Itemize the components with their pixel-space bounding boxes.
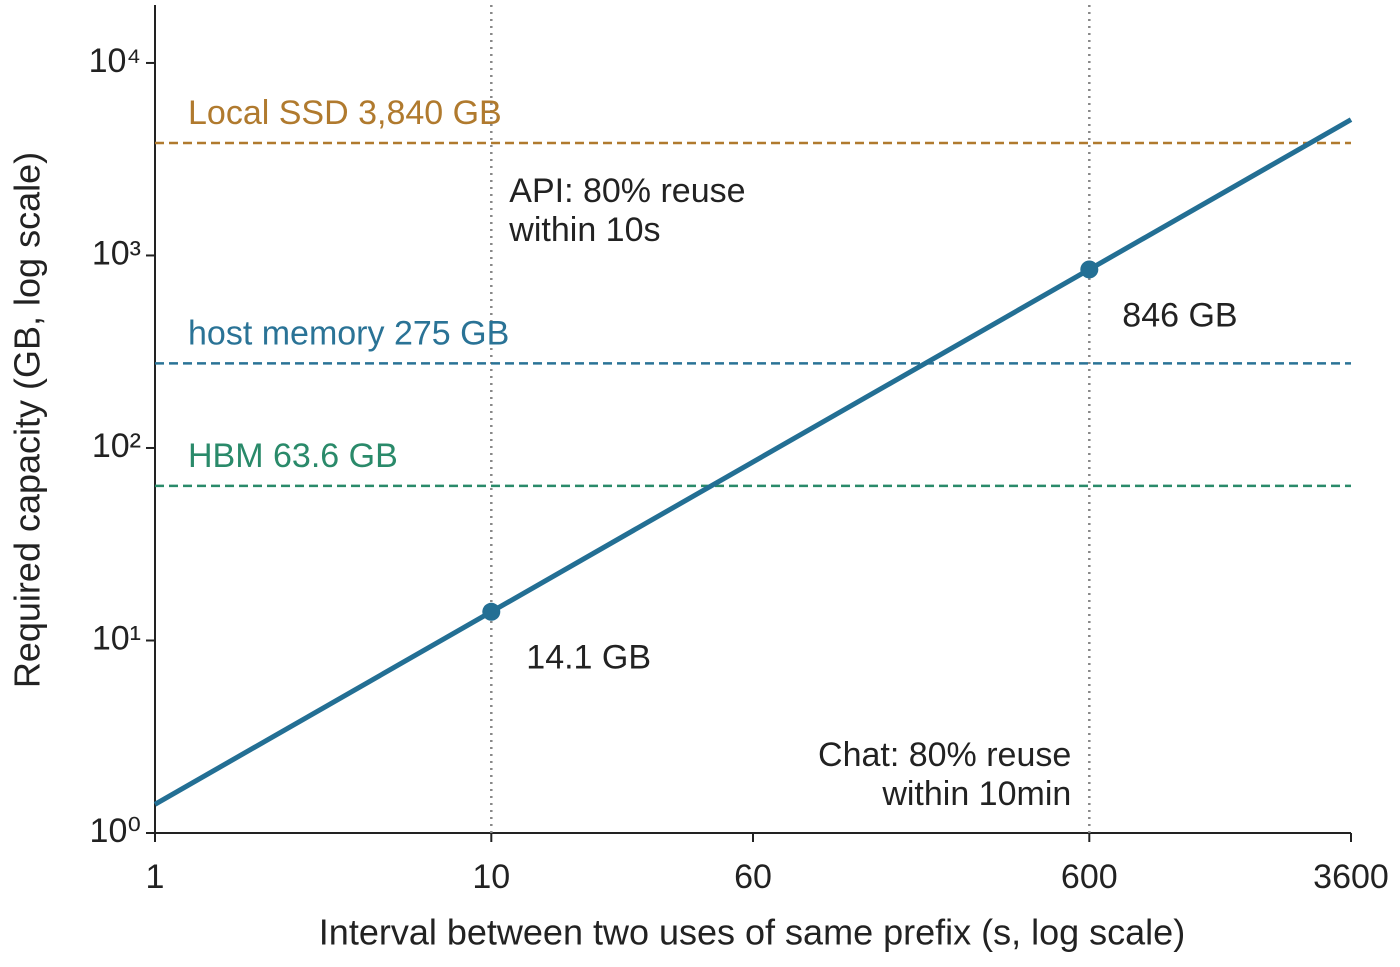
x-tick-label: 10 — [472, 858, 510, 896]
y-tick-label: 10¹ — [92, 619, 141, 657]
point-label: 846 GB — [1122, 296, 1237, 334]
reference-label: Local SSD 3,840 GB — [188, 94, 502, 132]
reference-label: host memory 275 GB — [188, 314, 509, 352]
x-tick-label: 1 — [146, 858, 165, 896]
data-point — [482, 602, 501, 621]
data-point — [1080, 260, 1099, 279]
x-tick-label: 60 — [734, 858, 772, 896]
y-tick-label: 10² — [92, 427, 141, 465]
annotation: within 10min — [881, 775, 1071, 813]
annotation: API: 80% reuse — [509, 172, 745, 210]
y-tick-label: 10⁴ — [89, 42, 141, 80]
y-tick-label: 10⁰ — [90, 812, 141, 850]
annotation: within 10s — [508, 211, 660, 249]
data-line — [153, 117, 1353, 807]
x-tick-label: 600 — [1061, 858, 1118, 896]
annotation: Chat: 80% reuse — [818, 736, 1071, 774]
y-axis-title: Required capacity (GB, log scale) — [7, 152, 48, 688]
y-tick-label: 10³ — [92, 234, 141, 272]
point-label: 14.1 GB — [526, 639, 651, 677]
x-tick-label: 3600 — [1313, 858, 1389, 896]
x-axis-title: Interval between two uses of same prefix… — [319, 912, 1185, 953]
reference-label: HBM 63.6 GB — [188, 437, 398, 475]
